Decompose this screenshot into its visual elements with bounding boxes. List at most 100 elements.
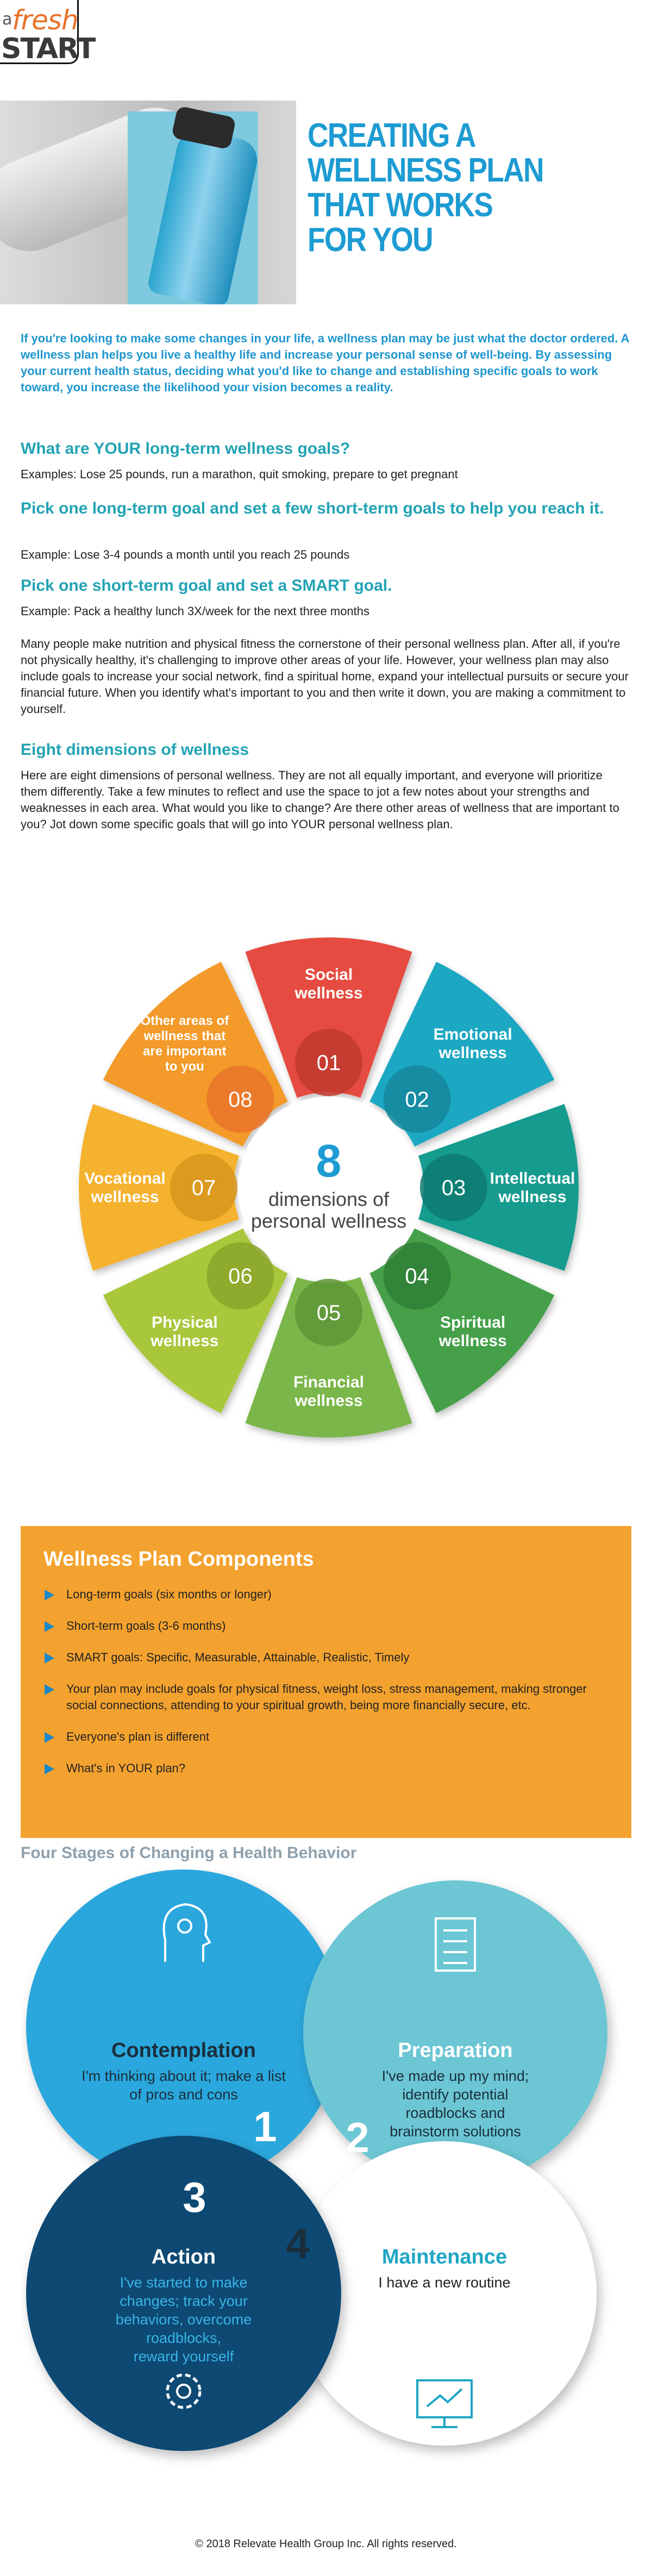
stages-diagram: Contemplation I'm thinking about it; make…: [21, 1870, 631, 2484]
stage-2: [303, 1880, 607, 2185]
stage-content-3: Action I've started to make changes; track…: [116, 2173, 252, 2409]
stage-title: Contemplation: [111, 2039, 256, 2062]
page-title: CREATING A WELLNESS PLAN THAT WORKS FOR …: [308, 118, 544, 258]
stage-text: I've made up my mind;: [382, 2068, 529, 2084]
stage-number: 4: [286, 2219, 309, 2267]
house-check-icon: [314, 1447, 344, 1477]
footer-copyright: © 2018 Relevate Health Group Inc. All ri…: [195, 2538, 457, 2550]
segment-label: Physical: [152, 1314, 218, 1331]
monitor-chart-icon: [416, 2379, 473, 2428]
segment-label: wellness: [438, 1332, 507, 1350]
head-lightbulb-icon: [162, 1903, 211, 1962]
person-icon: [588, 1172, 606, 1203]
stage-1: [26, 1870, 341, 2185]
list-item: Long-term goals (six months or longer): [43, 1586, 609, 1603]
center-number: 8: [316, 1135, 342, 1186]
segment-label: to you: [165, 1059, 204, 1074]
stage-content-1: Contemplation I'm thinking about it; make…: [82, 1903, 286, 2150]
stage-title: Preparation: [398, 2039, 512, 2062]
segment-label: Social: [305, 966, 353, 984]
long-term-heading: What are YOUR long-term wellness goals?: [21, 440, 350, 458]
stages-heading: Four Stages of Changing a Health Behavio…: [21, 1844, 357, 1862]
stage-number: 3: [183, 2173, 206, 2221]
segment-label: wellness: [294, 984, 362, 1002]
list-item: SMART goals: Specific, Measurable, Attai…: [43, 1649, 609, 1666]
segment-label: wellness that: [143, 1029, 225, 1043]
number-badge: [420, 1154, 487, 1221]
stage-title: Action: [152, 2246, 216, 2268]
eight-dimensions-heading: Eight dimensions of wellness: [21, 741, 249, 759]
segment-label: Vocational: [84, 1170, 165, 1187]
segment-number: 03: [442, 1176, 466, 1200]
logo-fresh: fresh: [12, 4, 79, 36]
title-line: THAT WORKS: [308, 186, 493, 224]
wheel-center: [238, 1097, 419, 1278]
title-line: WELLNESS PLAN: [308, 152, 544, 189]
segment-label: Financial: [293, 1373, 364, 1391]
stage-text: brainstorm solutions: [390, 2123, 521, 2140]
segment-label: wellness: [498, 1188, 566, 1206]
logo-start: START: [1, 33, 96, 65]
smart-heading: Pick one short-term goal and set a SMART…: [21, 577, 392, 595]
people-icon: [314, 899, 344, 928]
stage-text: identify potential: [402, 2086, 508, 2103]
number-badge: [383, 1242, 451, 1310]
list-item-text: Your plan may include goals for physical…: [66, 1682, 587, 1712]
two-people-icon: [119, 978, 150, 1009]
segment-label: Intellectual: [490, 1170, 575, 1187]
eight-dimensions-text: Here are eight dimensions of personal we…: [21, 768, 619, 831]
number-badge: [206, 1065, 274, 1133]
stages-diagram-svg: Contemplation I'm thinking about it; make…: [26, 1870, 607, 2451]
number-badge: [206, 1242, 274, 1310]
hero-water-bottle-image: [0, 101, 296, 304]
segment-label: wellness: [90, 1188, 159, 1206]
stage-text: roadblocks,: [146, 2330, 221, 2346]
arrow-bullet-icon: [45, 1590, 54, 1600]
stage-text: roadblocks and: [405, 2105, 505, 2121]
document-icon: [435, 1917, 476, 1972]
stage-content-2: Preparation I've made up my mind; identify…: [346, 1917, 529, 2161]
segment-number: 04: [405, 1265, 429, 1289]
list-item: Short-term goals (3-6 months): [43, 1618, 609, 1634]
arrow-bullet-icon: [45, 1621, 54, 1632]
stage-4: [292, 2141, 597, 2446]
intro-paragraph: If you're looking to make some changes i…: [21, 332, 629, 394]
segment-label: wellness: [438, 1044, 507, 1062]
smart-text: Example: Pack a healthy lunch 3X/week fo…: [21, 604, 370, 618]
short-term-text: Example: Lose 3-4 pounds a month until y…: [21, 548, 350, 561]
arrow-bullet-icon: [45, 1684, 54, 1695]
number-badge: [170, 1154, 237, 1221]
segment-label: Other areas of: [140, 1014, 229, 1028]
gear-icon: [166, 2373, 202, 2409]
segment-label: wellness: [294, 1392, 362, 1410]
stage-3: [26, 2136, 341, 2451]
stage-text: I have a new routine: [378, 2274, 510, 2291]
center-line1: dimensions of: [268, 1188, 390, 1210]
segment-label: Emotional: [434, 1026, 512, 1043]
components-list: Long-term goals (six months or longer) S…: [43, 1586, 609, 1777]
arrow-bullet-icon: [45, 1653, 54, 1664]
stage-number: 2: [346, 2114, 369, 2161]
raised-hand-icon: [52, 1172, 70, 1203]
stage-text: behaviors, overcome: [116, 2311, 252, 2328]
components-box: Wellness Plan Components Long-term goals…: [21, 1526, 631, 1838]
list-item: Your plan may include goals for physical…: [43, 1681, 609, 1714]
stage-content-4: Maintenance I have a new routine 4: [286, 2219, 511, 2428]
segment-number: 02: [405, 1087, 429, 1111]
center-line2: personal wellness: [251, 1210, 406, 1232]
list-item: Everyone's plan is different: [43, 1729, 609, 1745]
logo: a fresh START: [0, 0, 96, 65]
segment-label: wellness: [150, 1332, 218, 1350]
running-figure-icon: [507, 978, 538, 1009]
wellness-wheel: 01 Social wellness 02 Emotional wellness 03 Int…: [52, 899, 606, 1497]
number-badge: [295, 1279, 362, 1346]
stage-text: of pros and cons: [129, 2086, 238, 2103]
number-badge: [383, 1065, 451, 1133]
components-heading: Wellness Plan Components: [43, 1548, 314, 1571]
